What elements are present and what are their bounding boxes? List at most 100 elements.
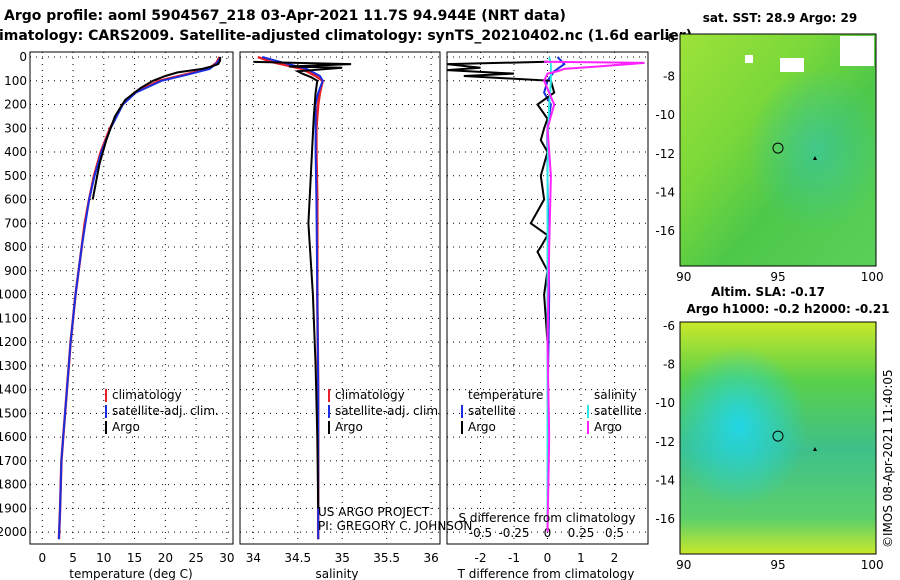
depth-tick-label: 800 (4, 240, 27, 254)
temperature-panel: 0100200300400500600700800900100011001200… (0, 50, 234, 580)
map-lon-tick-label: 95 (770, 558, 785, 572)
map-lat-tick-label: -10 (655, 396, 675, 410)
sst-map-tick-labels: 90 95 100 -6 -8 -10 -12 -14 -16 (655, 31, 883, 284)
difference-series (446, 56, 645, 533)
series-line-s-argo (543, 60, 645, 533)
series-line-argo (253, 60, 352, 509)
depth-tick-label: 1800 (0, 478, 27, 492)
sst-map-title: sat. SST: 28.9 Argo: 29 (703, 11, 857, 25)
x-tick-label: -1 (508, 551, 520, 565)
s-diff-tick-label: 0 (544, 526, 552, 540)
temperature-axis-label: temperature (deg C) (69, 567, 192, 580)
x-tick-label: 25 (188, 551, 203, 565)
legend-label-s-argo: Argo (594, 420, 622, 434)
t-difference-axis-label: T difference from climatology (457, 567, 635, 580)
x-tick-label: 34.5 (284, 551, 311, 565)
series-line-argo (91, 57, 222, 200)
sst-map-warm-patch (680, 34, 876, 266)
x-tick-label: 0 (544, 551, 552, 565)
depth-tick-label: 200 (4, 98, 27, 112)
depth-tick-label: 1100 (0, 311, 27, 325)
map-lat-tick-label: -16 (655, 512, 675, 526)
sst-map-float-track-icon (813, 156, 817, 160)
map-lat-tick-label: -10 (655, 108, 675, 122)
map-lon-tick-label: 95 (770, 270, 785, 284)
series-line-satellite-adj-clim- (57, 56, 222, 540)
legend-label-satellite: satellite-adj. clim. (112, 404, 219, 418)
sla-map-float-track-icon (813, 447, 817, 451)
x-tick-label: 2 (611, 551, 619, 565)
salinity-legend: climatology satellite-adj. clim. Argo (328, 388, 442, 434)
series-line-climatology (57, 56, 221, 540)
depth-tick-label: 1300 (0, 359, 27, 373)
credit-pi: PI: GREGORY C. JOHNSON (318, 519, 472, 533)
sst-map-cloud-mask (745, 55, 753, 63)
temperature-grid (30, 52, 233, 544)
depth-tick-label: 1900 (0, 501, 27, 515)
legend-label-argo: Argo (335, 420, 363, 434)
legend-label-climatology: climatology (112, 388, 182, 402)
x-tick-label: -2 (475, 551, 487, 565)
depth-tick-label: 100 (4, 74, 27, 88)
depth-tick-label: 1200 (0, 335, 27, 349)
depth-tick-label: 1400 (0, 383, 27, 397)
legend-label-t-argo: Argo (468, 420, 496, 434)
map-lon-tick-label: 100 (861, 270, 884, 284)
x-tick-label: 5 (69, 551, 77, 565)
difference-legend: temperature salinity satellite Argo sate… (461, 388, 642, 434)
sst-map-cloud-mask (840, 36, 874, 66)
map-lat-tick-label: -8 (663, 70, 675, 84)
salinity-axis-label: salinity (315, 567, 358, 580)
legend-label-satellite: satellite-adj. clim. (335, 404, 442, 418)
depth-tick-labels: 0 100 200 300 400 500 600 700 800 900 1000 1100 1200… (0, 50, 27, 539)
legend-label-argo: Argo (112, 420, 140, 434)
legend-header-salinity: salinity (594, 388, 637, 402)
temperature-tick-labels: 0 5 10 15 20 25 30 (38, 551, 234, 565)
x-tick-label: 30 (219, 551, 234, 565)
map-lat-tick-label: -12 (655, 147, 675, 161)
map-lat-tick-label: -6 (663, 31, 675, 45)
s-diff-tick-label: 0.25 (568, 526, 595, 540)
sla-map-title-1: Altim. SLA: -0.17 (711, 285, 825, 299)
depth-tick-label: 500 (4, 169, 27, 183)
depth-tick-label: 0 (19, 50, 27, 64)
map-lat-tick-label: -14 (655, 474, 675, 488)
salinity-axes-frame (239, 51, 441, 545)
x-tick-label: 20 (158, 551, 173, 565)
salinity-grid (240, 52, 440, 544)
temperature-axes-frame (29, 51, 234, 545)
sla-map-title-2: Argo h1000: -0.2 h2000: -0.21 (686, 302, 889, 316)
sst-map-cloud-mask (780, 58, 804, 72)
sst-map-profile-marker (772, 142, 784, 154)
legend-label-t-satellite: satellite (468, 404, 516, 418)
imos-watermark: ©IMOS 08-Apr-2021 11:40:05 (881, 369, 895, 548)
sla-map-tick-labels: 90 95 100 -6 -8 -10 -12 -14 -16 (655, 319, 883, 572)
difference-panel: -2 -1 0 1 2 -0.5 -0.25 0 0.25 0.5 T difference f… (446, 51, 649, 580)
map-lon-tick-label: 90 (676, 270, 691, 284)
depth-tick-label: 900 (4, 264, 27, 278)
x-tick-label: 15 (127, 551, 142, 565)
depth-tick-label: 1600 (0, 430, 27, 444)
s-diff-tick-label: 0.5 (605, 526, 624, 540)
map-lon-tick-label: 90 (676, 558, 691, 572)
depth-tick-label: 1500 (0, 406, 27, 420)
legend-label-s-satellite: satellite (594, 404, 642, 418)
depth-tick-label: 1000 (0, 288, 27, 302)
map-lat-tick-label: -12 (655, 435, 675, 449)
sst-map-frame (679, 33, 877, 267)
s-diff-tick-label: -0.25 (498, 526, 529, 540)
map-lon-tick-label: 100 (861, 558, 884, 572)
depth-tick-label: 1700 (0, 454, 27, 468)
title-line-2: Climatology: CARS2009. Satellite-adjuste… (0, 28, 692, 44)
salinity-panel: 34 34.5 35 35.5 36 salinity climatology sate… (239, 51, 472, 580)
title-line-1: Argo profile: aoml 5904567_218 03-Apr-20… (4, 8, 566, 24)
sla-map-low-anomaly (680, 322, 876, 554)
map-lat-tick-label: -16 (655, 224, 675, 238)
x-tick-label: 10 (96, 551, 111, 565)
x-tick-label: 0 (38, 551, 46, 565)
map-lat-tick-label: -6 (663, 319, 675, 333)
x-tick-label: 1 (577, 551, 585, 565)
map-lat-tick-label: -8 (663, 358, 675, 372)
salinity-tick-labels: 34 34.5 35 35.5 36 (246, 551, 439, 565)
